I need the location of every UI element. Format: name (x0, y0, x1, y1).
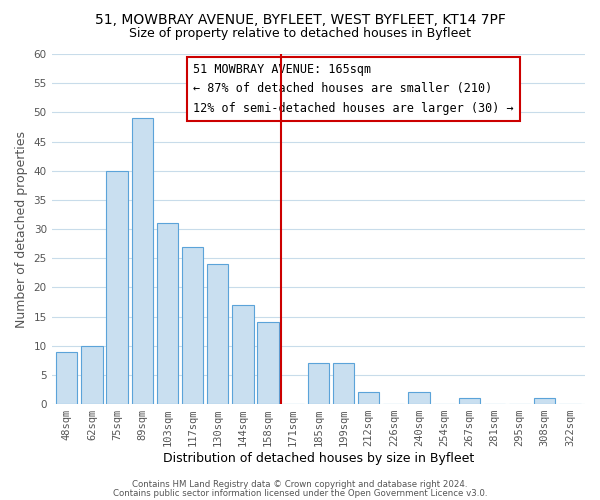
Text: Contains HM Land Registry data © Crown copyright and database right 2024.: Contains HM Land Registry data © Crown c… (132, 480, 468, 489)
Text: 51, MOWBRAY AVENUE, BYFLEET, WEST BYFLEET, KT14 7PF: 51, MOWBRAY AVENUE, BYFLEET, WEST BYFLEE… (95, 12, 505, 26)
Bar (232, 305, 254, 404)
Bar (458, 398, 480, 404)
Bar (333, 363, 354, 404)
Text: Size of property relative to detached houses in Byfleet: Size of property relative to detached ho… (129, 28, 471, 40)
Bar (56, 352, 77, 404)
Bar (207, 264, 229, 404)
Bar (534, 398, 556, 404)
Text: 51 MOWBRAY AVENUE: 165sqm
← 87% of detached houses are smaller (210)
12% of semi: 51 MOWBRAY AVENUE: 165sqm ← 87% of detac… (193, 63, 514, 115)
Bar (106, 170, 128, 404)
Bar (358, 392, 379, 404)
Bar (308, 363, 329, 404)
Y-axis label: Number of detached properties: Number of detached properties (15, 130, 28, 328)
X-axis label: Distribution of detached houses by size in Byfleet: Distribution of detached houses by size … (163, 452, 474, 465)
Bar (408, 392, 430, 404)
Bar (157, 223, 178, 404)
Bar (81, 346, 103, 404)
Bar (182, 246, 203, 404)
Bar (131, 118, 153, 404)
Bar (257, 322, 279, 404)
Text: Contains public sector information licensed under the Open Government Licence v3: Contains public sector information licen… (113, 488, 487, 498)
